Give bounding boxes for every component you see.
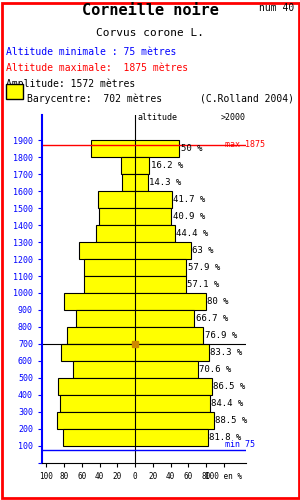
Bar	[121, 158, 149, 174]
Text: altitude: altitude	[138, 113, 178, 122]
Bar	[76, 310, 194, 327]
Text: 40.9 %: 40.9 %	[173, 212, 205, 221]
Text: 63 %: 63 %	[192, 246, 214, 255]
Bar	[122, 174, 148, 192]
Bar	[96, 225, 175, 242]
Text: 66.7 %: 66.7 %	[196, 314, 228, 323]
Text: 41.7 %: 41.7 %	[173, 196, 206, 204]
Text: 84.4 %: 84.4 %	[211, 398, 244, 407]
Text: 86.5 %: 86.5 %	[213, 382, 245, 390]
Text: (C.Rolland 2004): (C.Rolland 2004)	[200, 94, 294, 104]
Text: 70.6 %: 70.6 %	[199, 365, 231, 374]
Text: 76.9 %: 76.9 %	[205, 331, 237, 340]
Text: >2000: >2000	[220, 113, 245, 122]
Bar	[58, 378, 212, 394]
Text: Corneille noire: Corneille noire	[82, 4, 218, 18]
Text: 88.5 %: 88.5 %	[215, 416, 247, 424]
Bar	[64, 293, 206, 310]
Bar	[67, 327, 203, 344]
Text: 57.1 %: 57.1 %	[187, 280, 219, 289]
Text: max 1875: max 1875	[225, 140, 265, 149]
Text: 80 %: 80 %	[207, 297, 229, 306]
Text: Altitude maximale:  1875 mètres: Altitude maximale: 1875 mètres	[6, 62, 188, 72]
Text: 44.4 %: 44.4 %	[176, 229, 208, 238]
Bar	[85, 276, 186, 293]
Bar	[99, 208, 171, 225]
Text: Altitude minimale : 75 mètres: Altitude minimale : 75 mètres	[6, 48, 176, 58]
Bar	[84, 259, 187, 276]
Text: 50 %: 50 %	[181, 144, 202, 154]
Text: Barycentre:  702 mètres: Barycentre: 702 mètres	[27, 94, 162, 104]
Bar	[63, 428, 208, 446]
Bar	[98, 192, 172, 208]
Bar	[60, 394, 210, 411]
Bar	[61, 344, 209, 361]
Text: 83.3 %: 83.3 %	[210, 348, 243, 357]
FancyBboxPatch shape	[6, 84, 22, 99]
Text: 16.2 %: 16.2 %	[151, 162, 183, 170]
Bar	[57, 412, 214, 428]
Text: num 40: num 40	[259, 4, 294, 14]
Bar	[79, 242, 191, 259]
Bar	[73, 361, 198, 378]
Text: min 75: min 75	[225, 440, 255, 449]
Text: Corvus corone L.: Corvus corone L.	[96, 28, 204, 38]
Text: 14.3 %: 14.3 %	[149, 178, 182, 188]
Text: 57.9 %: 57.9 %	[188, 263, 220, 272]
Bar	[91, 140, 179, 158]
Text: Amplitude: 1572 mètres: Amplitude: 1572 mètres	[6, 78, 135, 88]
Text: 81.8 %: 81.8 %	[209, 432, 241, 442]
